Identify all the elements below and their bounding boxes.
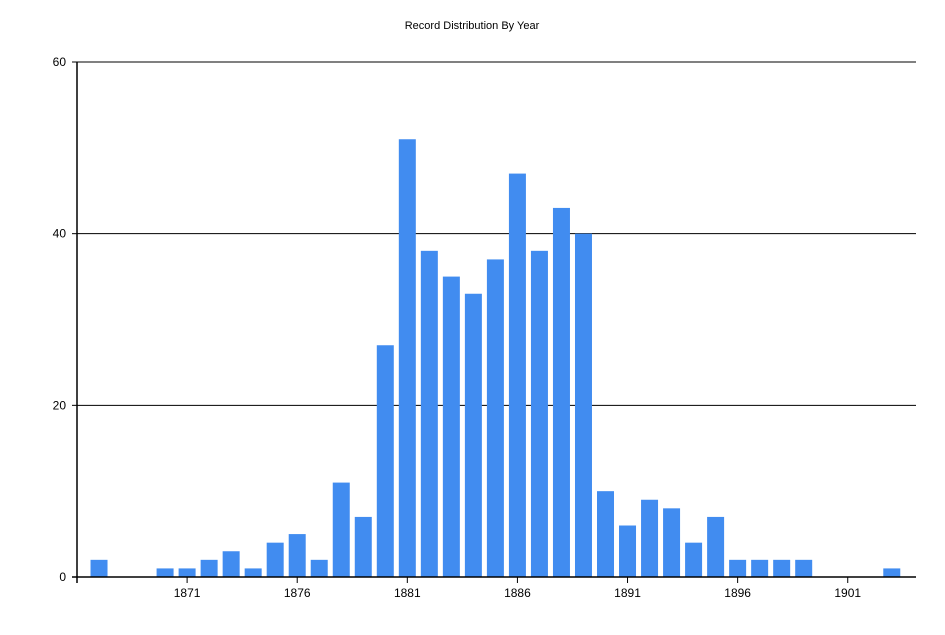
bar-1886 — [508, 173, 526, 578]
bar-1885 — [486, 259, 504, 577]
bar-1871 — [178, 568, 196, 577]
y-tick-label: 20 — [53, 398, 67, 412]
y-tick-label: 0 — [59, 570, 66, 584]
bar-1895 — [707, 516, 725, 577]
bar-1873 — [222, 551, 240, 577]
bar-1903 — [883, 568, 901, 577]
bar-1891 — [619, 525, 637, 577]
bar-1880 — [376, 345, 394, 577]
bar-1894 — [685, 542, 703, 577]
x-axis-ticks: 1871 1876 1881 1886 1891 1896 1901 — [174, 577, 861, 600]
bar-1870 — [156, 568, 174, 577]
x-tick-label: 1891 — [614, 586, 641, 600]
bar-1892 — [641, 499, 659, 577]
bar-1883 — [442, 276, 460, 577]
bar-1877 — [310, 559, 328, 577]
bar-1878 — [332, 482, 350, 577]
bar-1874 — [244, 568, 262, 577]
axes — [72, 62, 916, 583]
y-axis-ticks: 0 20 40 60 — [53, 55, 77, 584]
bar-1872 — [200, 559, 218, 577]
bars — [90, 139, 901, 578]
bar-1897 — [751, 559, 769, 577]
bar-1884 — [464, 293, 482, 577]
y-tick-label: 40 — [53, 227, 67, 241]
bar-1882 — [420, 250, 438, 578]
bar-1893 — [663, 508, 681, 577]
bar-1898 — [773, 559, 791, 577]
x-tick-label: 1871 — [174, 586, 201, 600]
bar-1867 — [90, 559, 108, 577]
bar-1881 — [398, 139, 416, 577]
bar-1875 — [266, 542, 284, 577]
x-tick-label: 1876 — [284, 586, 311, 600]
x-tick-label: 1881 — [394, 586, 421, 600]
bar-1876 — [288, 534, 306, 577]
bar-1887 — [530, 250, 548, 578]
bar-1890 — [597, 491, 615, 577]
y-tick-label: 60 — [53, 55, 67, 69]
bar-1899 — [795, 559, 813, 577]
x-tick-label: 1901 — [834, 586, 861, 600]
bar-1888 — [552, 207, 570, 577]
bar-1896 — [729, 559, 747, 577]
bar-1879 — [354, 516, 372, 577]
x-tick-label: 1896 — [724, 586, 751, 600]
bar-1889 — [574, 233, 592, 577]
x-tick-label: 1886 — [504, 586, 531, 600]
chart-title: Record Distribution By Year — [405, 20, 540, 32]
